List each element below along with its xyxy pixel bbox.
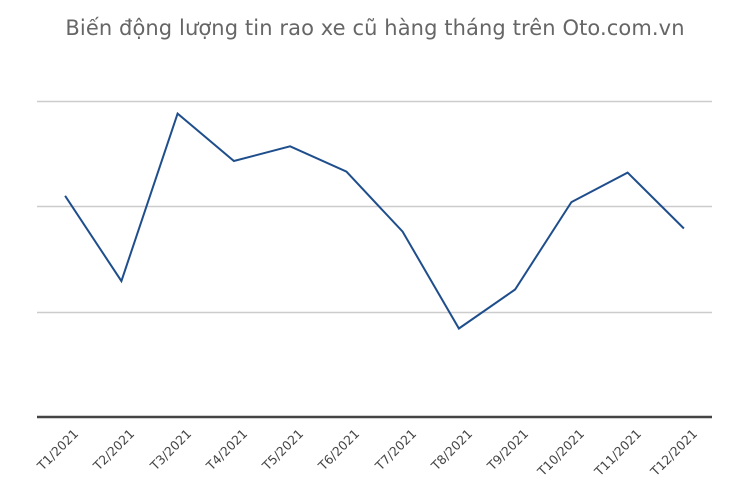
chart-title: Biến động lượng tin rao xe cũ hàng tháng… (65, 16, 685, 40)
series-line (64, 111, 685, 330)
gridlines (37, 100, 712, 314)
